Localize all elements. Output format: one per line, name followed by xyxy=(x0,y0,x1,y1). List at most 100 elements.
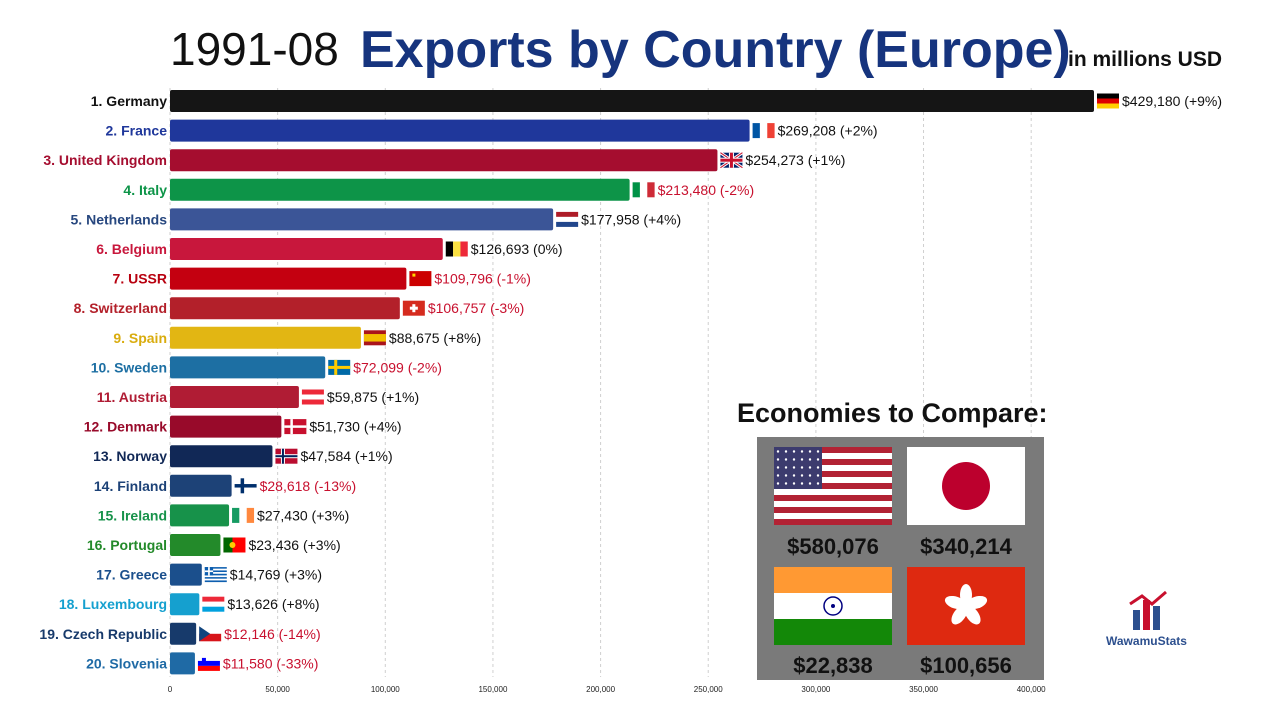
slovenia-flag-icon xyxy=(197,655,220,671)
bar-row: 10. Sweden $72,099 (-2%) xyxy=(91,356,442,379)
logo-text: WawamuStats xyxy=(1106,634,1187,648)
value-label: $126,693 (0%) xyxy=(471,241,563,257)
usa-value: $580,076 xyxy=(787,534,879,559)
value-label: $88,675 (+8%) xyxy=(389,330,481,346)
uk-flag-icon xyxy=(719,151,744,169)
category-label: 12. Denmark xyxy=(84,419,167,435)
bar xyxy=(170,415,282,438)
portugal-flag-icon xyxy=(223,537,246,553)
bar-row: 12. Denmark $51,730 (+4%) xyxy=(84,415,402,438)
usa-flag xyxy=(774,447,892,525)
logo-icon xyxy=(1129,590,1167,630)
hongkong-value: $100,656 xyxy=(920,653,1012,678)
bar xyxy=(170,474,232,497)
value-label: $13,626 (+8%) xyxy=(227,596,319,612)
sweden-flag-icon xyxy=(328,359,351,375)
category-label: 20. Slovenia xyxy=(86,655,167,671)
bar xyxy=(170,563,202,586)
bar-row: 17. Greece $14,769 (+3%) xyxy=(96,563,322,586)
category-label: 14. Finland xyxy=(94,478,167,494)
x-tick-label: 50,000 xyxy=(265,685,290,694)
czech-flag-icon xyxy=(199,626,222,642)
value-label: $213,480 (-2%) xyxy=(658,182,755,198)
x-tick-label: 350,000 xyxy=(909,685,938,694)
value-label: $47,584 (+1%) xyxy=(300,448,392,464)
category-label: 1. Germany xyxy=(91,93,167,109)
value-label: $59,875 (+1%) xyxy=(327,389,419,405)
finland-flag-icon xyxy=(234,478,257,494)
france-flag-icon xyxy=(752,123,775,139)
value-label: $269,208 (+2%) xyxy=(778,123,878,139)
bar xyxy=(170,593,200,616)
category-label: 9. Spain xyxy=(113,330,167,346)
value-label: $14,769 (+3%) xyxy=(230,567,322,583)
x-tick-label: 200,000 xyxy=(586,685,615,694)
bar xyxy=(170,149,718,172)
x-tick-label: 300,000 xyxy=(801,685,830,694)
bar xyxy=(170,238,443,260)
x-tick-label: 0 xyxy=(168,685,173,694)
germany-flag-icon xyxy=(1097,93,1119,109)
chart-date: 1991-08 xyxy=(170,23,339,75)
bar-row: 16. Portugal $23,436 (+3%) xyxy=(87,534,341,556)
chart-bars: 1. Germany $429,180 (+9%) 2. France $269,20… xyxy=(39,90,1222,675)
value-label: $72,099 (-2%) xyxy=(353,359,442,375)
bar-row: 6. Belgium $126,693 (0%) xyxy=(96,238,563,260)
value-label: $28,618 (-13%) xyxy=(260,478,357,494)
bar-row: 18. Luxembourg $13,626 (+8%) xyxy=(59,593,320,616)
bar xyxy=(170,386,299,408)
category-label: 13. Norway xyxy=(93,448,167,464)
x-tick-label: 250,000 xyxy=(694,685,723,694)
bar-row: 7. USSR $109,796 (-1%) xyxy=(113,267,531,290)
bar-row: 2. France $269,208 (+2%) xyxy=(106,119,878,142)
spain-flag-icon xyxy=(363,330,386,346)
category-label: 6. Belgium xyxy=(96,241,167,257)
category-label: 15. Ireland xyxy=(98,507,167,523)
bar-row: 19. Czech Republic $12,146 (-14%) xyxy=(39,622,321,645)
category-label: 16. Portugal xyxy=(87,537,167,553)
norway-flag-icon xyxy=(275,448,298,464)
bar-row: 4. Italy $213,480 (-2%) xyxy=(123,178,755,201)
value-label: $11,580 (-33%) xyxy=(223,655,318,671)
bar-row: 9. Spain $88,675 (+8%) xyxy=(113,326,481,349)
chart-unit: in millions USD xyxy=(1068,48,1223,71)
bar-row: 11. Austria $59,875 (+1%) xyxy=(97,386,419,408)
italy-flag-icon xyxy=(632,182,655,198)
x-tick-label: 400,000 xyxy=(1017,685,1046,694)
bar-row: 15. Ireland $27,430 (+3%) xyxy=(98,504,349,527)
bar xyxy=(170,356,326,379)
hongkong-flag xyxy=(907,567,1025,645)
bar xyxy=(170,445,273,468)
category-label: 17. Greece xyxy=(96,567,167,583)
greece-flag-icon xyxy=(204,567,227,583)
bar xyxy=(170,119,750,142)
value-label: $254,273 (+1%) xyxy=(745,152,845,168)
bar xyxy=(170,208,554,231)
japan-value: $340,214 xyxy=(920,534,1012,559)
value-label: $429,180 (+9%) xyxy=(1122,93,1222,109)
category-label: 19. Czech Republic xyxy=(39,626,167,642)
bar xyxy=(170,178,630,201)
category-label: 2. France xyxy=(106,123,168,139)
value-label: $51,730 (+4%) xyxy=(309,419,401,435)
netherlands-flag-icon xyxy=(556,211,579,227)
category-label: 10. Sweden xyxy=(91,359,167,375)
chart-x-axis: 0 50,000 100,000 150,000 200,000 250,000 300,0… xyxy=(168,685,1046,694)
bar-row: 20. Slovenia $11,580 (-33%) xyxy=(86,652,318,675)
category-label: 11. Austria xyxy=(97,389,168,405)
bar xyxy=(170,297,400,320)
compare-panel: $580,076 $340,214 $22,838 $100,656 xyxy=(757,437,1044,680)
category-label: 3. United Kingdom xyxy=(43,152,167,168)
x-tick-label: 150,000 xyxy=(478,685,507,694)
category-label: 8. Switzerland xyxy=(74,300,167,316)
compare-title: Economies to Compare: xyxy=(737,398,1048,428)
value-label: $12,146 (-14%) xyxy=(224,626,321,642)
category-label: 18. Luxembourg xyxy=(59,596,167,612)
chart-title: Exports by Country (Europe) xyxy=(360,21,1071,79)
bar-row: 1. Germany $429,180 (+9%) xyxy=(91,90,1222,112)
bar-row: 8. Switzerland $106,757 (-3%) xyxy=(74,297,524,320)
bar xyxy=(170,90,1094,112)
austria-flag-icon xyxy=(301,389,324,405)
bar-row: 14. Finland $28,618 (-13%) xyxy=(94,474,357,497)
